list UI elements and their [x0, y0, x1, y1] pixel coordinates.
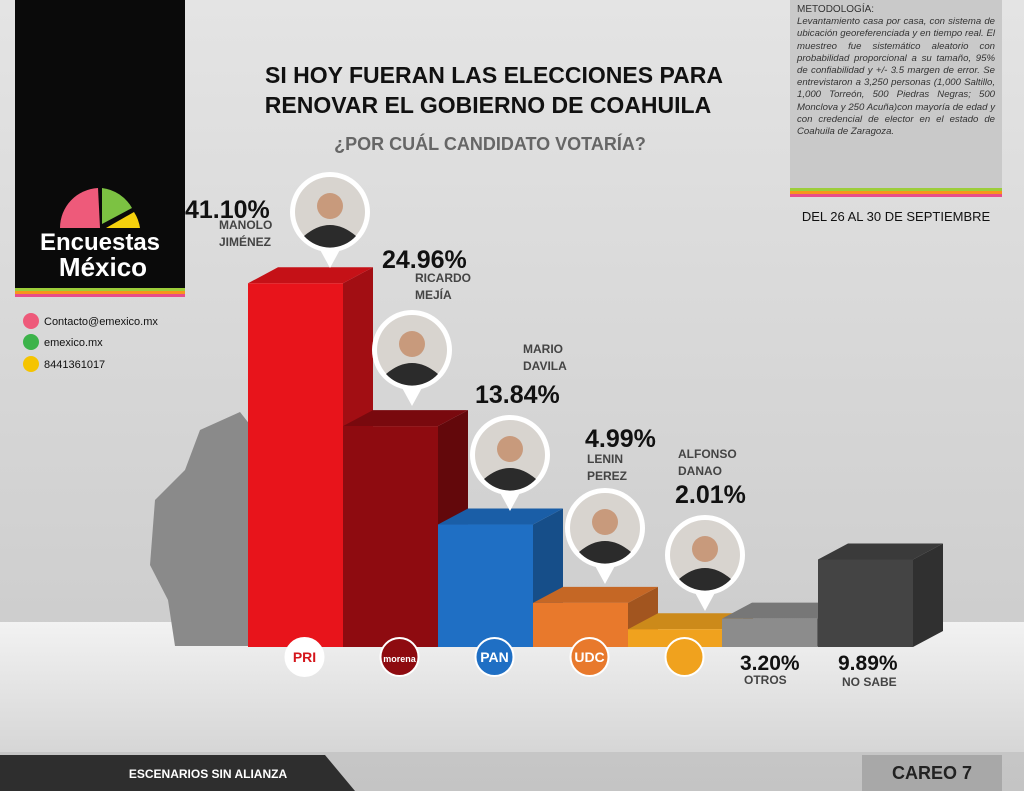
candidate-name: DANAO [678, 464, 722, 478]
value-label: 3.20% [740, 652, 800, 675]
party-name: PRI [293, 649, 316, 665]
brand: Encuestas [40, 229, 160, 256]
bar-top [343, 410, 468, 427]
photo-head [592, 509, 618, 535]
party-logo [474, 637, 515, 677]
methodology-box [790, 0, 1002, 188]
photo-head [317, 193, 343, 219]
photo-body [304, 225, 356, 248]
contact: Contacto@emexico.mx [44, 316, 158, 328]
bar-top [818, 543, 943, 560]
bar [722, 618, 817, 647]
footer-right [862, 755, 1002, 791]
candidate-name: RICARDO [415, 271, 471, 285]
bar [248, 283, 343, 647]
bar-top [438, 508, 563, 525]
candidate-name: PEREZ [587, 469, 627, 483]
candidate-name: MARIO [523, 342, 563, 356]
title: SI HOY FUERAN LAS ELECCIONES PARA [265, 62, 723, 88]
value-label: 2.01% [675, 481, 746, 509]
photo-body [484, 468, 536, 491]
candidate-name: OTROS [744, 673, 787, 687]
methodology-title: METODOLOGÍA: [797, 4, 875, 15]
brand: México [59, 252, 147, 282]
bar [628, 629, 723, 647]
footer-label: CAREO 7 [892, 763, 972, 783]
photo-body [386, 363, 438, 386]
photo-head [692, 536, 718, 562]
methodology: METODOLOGÍA: Levantamiento casa por casa… [797, 4, 995, 138]
photo-head [399, 331, 425, 357]
candidate-name: DAVILA [523, 359, 567, 373]
party-name: UDC [574, 649, 604, 665]
party-logo [664, 637, 705, 677]
party-logo [569, 637, 610, 677]
logo-panel [15, 0, 185, 288]
stripe [790, 194, 1002, 197]
logo-pie [106, 212, 140, 228]
candidate-name: MEJÍA [415, 287, 452, 302]
value-label: 41.10% [185, 196, 270, 224]
bar-top [248, 267, 373, 284]
date: DEL 26 AL 30 DE SEPTIEMBRE [802, 209, 991, 224]
stripe [790, 188, 1002, 191]
web-icon [23, 334, 39, 350]
contact: 8441361017 [44, 359, 105, 371]
candidate-name: JIMÉNEZ [219, 234, 271, 249]
value-label: 4.99% [585, 425, 656, 453]
state-map [150, 412, 278, 646]
bar-top [628, 613, 753, 630]
bar [818, 559, 913, 647]
stripe [790, 191, 1002, 194]
value-label: 24.96% [382, 246, 467, 274]
subtitle: ¿POR CUÁL CANDIDATO VOTARÍA? [334, 133, 646, 154]
phone-icon [23, 356, 39, 372]
bar-top [722, 602, 847, 619]
value-label: 9.89% [838, 652, 898, 675]
bar-side [913, 543, 943, 647]
bar-top [533, 586, 658, 603]
party-name: PAN [480, 649, 509, 665]
bar [343, 426, 438, 647]
party-name: morena [383, 654, 417, 664]
footer-label: ESCENARIOS SIN ALIANZA [129, 767, 288, 781]
title: RENOVAR EL GOBIERNO DE COAHUILA [265, 92, 711, 118]
methodology-text: Levantamiento casa por casa, con sistema… [797, 16, 995, 138]
logo-pie [102, 188, 132, 224]
value-label: 13.84% [475, 381, 560, 409]
bar [438, 524, 533, 647]
footer-left [0, 755, 355, 791]
logo-pie [59, 188, 100, 228]
stripe [15, 291, 185, 294]
candidate-name: LENIN [587, 452, 623, 466]
stripe [15, 288, 185, 291]
party-logo [284, 637, 325, 677]
stripe [15, 294, 185, 297]
candidate-name: ALFONSO [678, 447, 737, 461]
candidate-name: MANOLO [219, 218, 272, 232]
party-logo [379, 637, 420, 677]
photo-body [579, 541, 631, 564]
mail-icon [23, 313, 39, 329]
contact: emexico.mx [44, 337, 103, 349]
candidate-name: NO SABE [842, 675, 897, 689]
photo-head [497, 436, 523, 462]
photo-body [679, 568, 731, 591]
